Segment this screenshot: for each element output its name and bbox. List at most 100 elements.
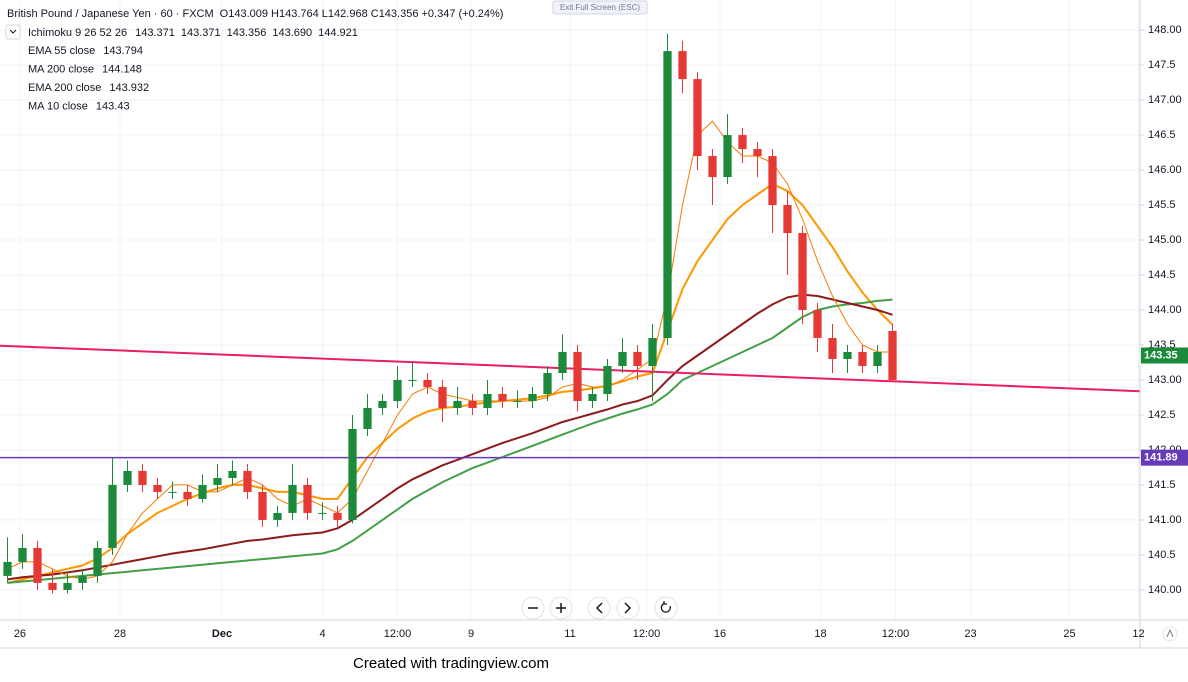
candle-body [813, 310, 822, 338]
candle-body [678, 51, 687, 80]
grid [0, 0, 1140, 620]
x-tick-label: 9 [468, 628, 474, 640]
y-tick-label: 141.5 [1148, 479, 1176, 491]
candle-body [423, 379, 432, 387]
x-tick-label: Dec [212, 628, 232, 640]
y-tick-label: 144.5 [1148, 269, 1176, 281]
candle-body [873, 351, 882, 366]
y-tick-label: 147.5 [1148, 59, 1176, 71]
legend-collapse-button[interactable] [5, 24, 21, 40]
ichimoku-value: 143.356 [227, 27, 267, 39]
candle-body [408, 379, 417, 381]
plus-icon[interactable] [556, 603, 566, 613]
scroll-right-button[interactable] [616, 596, 640, 620]
candle-body [843, 351, 852, 359]
exit-fullscreen-button[interactable] [552, 0, 648, 15]
auto-scale-button[interactable] [1162, 626, 1178, 642]
ichimoku-value: 143.371 [135, 27, 175, 39]
candle-body [663, 51, 672, 338]
candle-body [48, 582, 57, 590]
candle-body [78, 575, 87, 583]
candle-body [318, 512, 327, 514]
candle-body [498, 393, 507, 401]
level-price-label: 141.89 [1144, 452, 1178, 464]
candle-body [438, 386, 447, 408]
candle-body [573, 351, 582, 401]
candle-body [213, 477, 222, 485]
indicator-line [7, 120, 893, 580]
candle-body [288, 484, 297, 513]
legend-name: MA 10 close [28, 100, 88, 112]
candle-body [243, 470, 252, 492]
x-tick-label: 12 [1132, 628, 1144, 640]
trend-line [0, 344, 1141, 393]
plot-area [0, 33, 1141, 594]
legend-value: 143.43 [96, 100, 130, 112]
indicator-line [7, 182, 894, 584]
x-tick-label: 16 [714, 628, 726, 640]
y-tick-label: 141.00 [1148, 514, 1182, 526]
y-tick-label: 142.5 [1148, 409, 1176, 421]
indicator-line [7, 293, 893, 581]
x-tick-label: 26 [14, 628, 26, 640]
symbol-title: British Pound / Japanese Yen · 60 · FXCM [7, 8, 214, 20]
candle-body [153, 484, 162, 492]
ichimoku-name: Ichimoku 9 26 52 26 [28, 27, 127, 39]
candle-body [393, 379, 402, 401]
candle-body [333, 512, 342, 520]
x-tick-label: 12:00 [384, 628, 412, 640]
legend-value: 143.932 [109, 82, 149, 94]
candle-body [858, 351, 867, 366]
candle-body [93, 547, 102, 576]
legend-name: EMA 200 close [28, 82, 101, 94]
reset-button[interactable] [654, 596, 678, 620]
x-tick-label: 11 [564, 628, 575, 640]
ichimoku-value: 143.690 [272, 27, 312, 39]
ichimoku-value: 144.921 [318, 27, 358, 39]
candle-body [33, 547, 42, 583]
candle-body [723, 135, 732, 178]
candle-body [183, 491, 192, 499]
left-icon[interactable] [595, 602, 603, 614]
candle-body [468, 400, 477, 408]
exit-fullscreen-label[interactable]: Exit Full Screen (ESC) [560, 3, 640, 12]
candle-body [228, 470, 237, 478]
indicator-line [7, 298, 893, 584]
candle-body [783, 205, 792, 234]
candle-body [648, 337, 657, 366]
toolbar [521, 596, 1178, 642]
candle-body [378, 400, 387, 408]
candle-body [273, 512, 282, 520]
reset-icon[interactable] [660, 601, 671, 613]
right-icon[interactable] [624, 602, 632, 614]
x-tick-label: 12:00 [633, 628, 661, 640]
legend-value: 143.794 [103, 45, 143, 57]
last-price-label: 143.35 [1144, 349, 1178, 361]
auto-icon[interactable] [1166, 628, 1174, 638]
level-price-box [1141, 449, 1188, 466]
legend-name: MA 200 close [28, 63, 94, 75]
scroll-left-button[interactable] [587, 596, 611, 620]
legend-name: EMA 55 close [28, 45, 95, 57]
chevron-icon[interactable] [9, 29, 17, 34]
candle-body [618, 351, 627, 366]
last-price-box [1141, 347, 1188, 364]
candle-body [63, 582, 72, 590]
y-tick-label: 140.00 [1148, 584, 1182, 596]
y-tick-label: 140.5 [1148, 549, 1176, 561]
x-tick-label: 18 [814, 628, 826, 640]
legend-value: 144.148 [102, 63, 142, 75]
ohlc-values: O143.009 H143.764 L142.968 C143.356 +0.3… [220, 8, 504, 20]
y-tick-label: 143.00 [1148, 374, 1182, 386]
candle-body [3, 561, 12, 576]
footer-credit: Created with tradingview.com [353, 655, 549, 672]
x-tick-label: 4 [319, 628, 325, 640]
axes: 140.00140.5141.00141.5142.00142.5143.001… [14, 24, 1188, 640]
candle-body [738, 135, 747, 150]
y-tick-label: 145.5 [1148, 199, 1176, 211]
candle-body [753, 149, 762, 157]
candle-body [588, 393, 597, 401]
candle-body [828, 337, 837, 359]
x-tick-label: 23 [964, 628, 976, 640]
